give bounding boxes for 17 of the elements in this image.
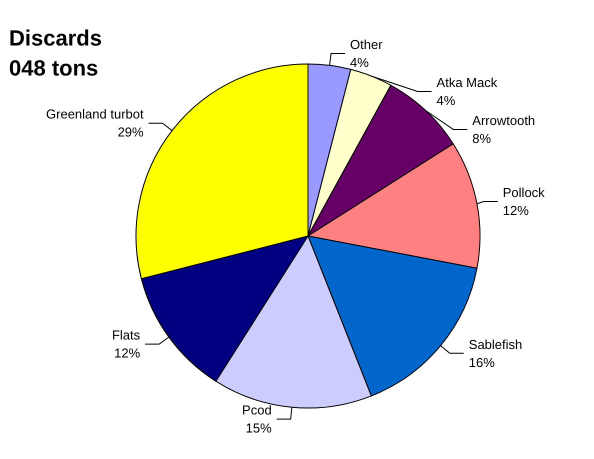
data-label: 29% (118, 124, 144, 140)
slice-label: Arrowtooth (472, 112, 536, 128)
data-label: 12% (114, 346, 141, 361)
data-label: 15% (246, 420, 272, 436)
data-label: 8% (472, 130, 492, 146)
slice-label: Other (350, 36, 384, 52)
data-label: 12% (502, 203, 530, 218)
data-label: 4% (436, 92, 456, 108)
slice-label: Greenland turbot (46, 106, 144, 122)
slice-label: Flats (112, 328, 141, 343)
slice-label: Pollock (502, 185, 546, 200)
slice-label: Pcod (242, 402, 272, 418)
slice-label: Sablefish (468, 336, 522, 352)
slice-label: Atka Mack (436, 74, 498, 90)
data-label: 4% (350, 54, 370, 70)
chart-title: Discards 048 tons (9, 26, 102, 80)
data-label: 16% (468, 354, 496, 370)
